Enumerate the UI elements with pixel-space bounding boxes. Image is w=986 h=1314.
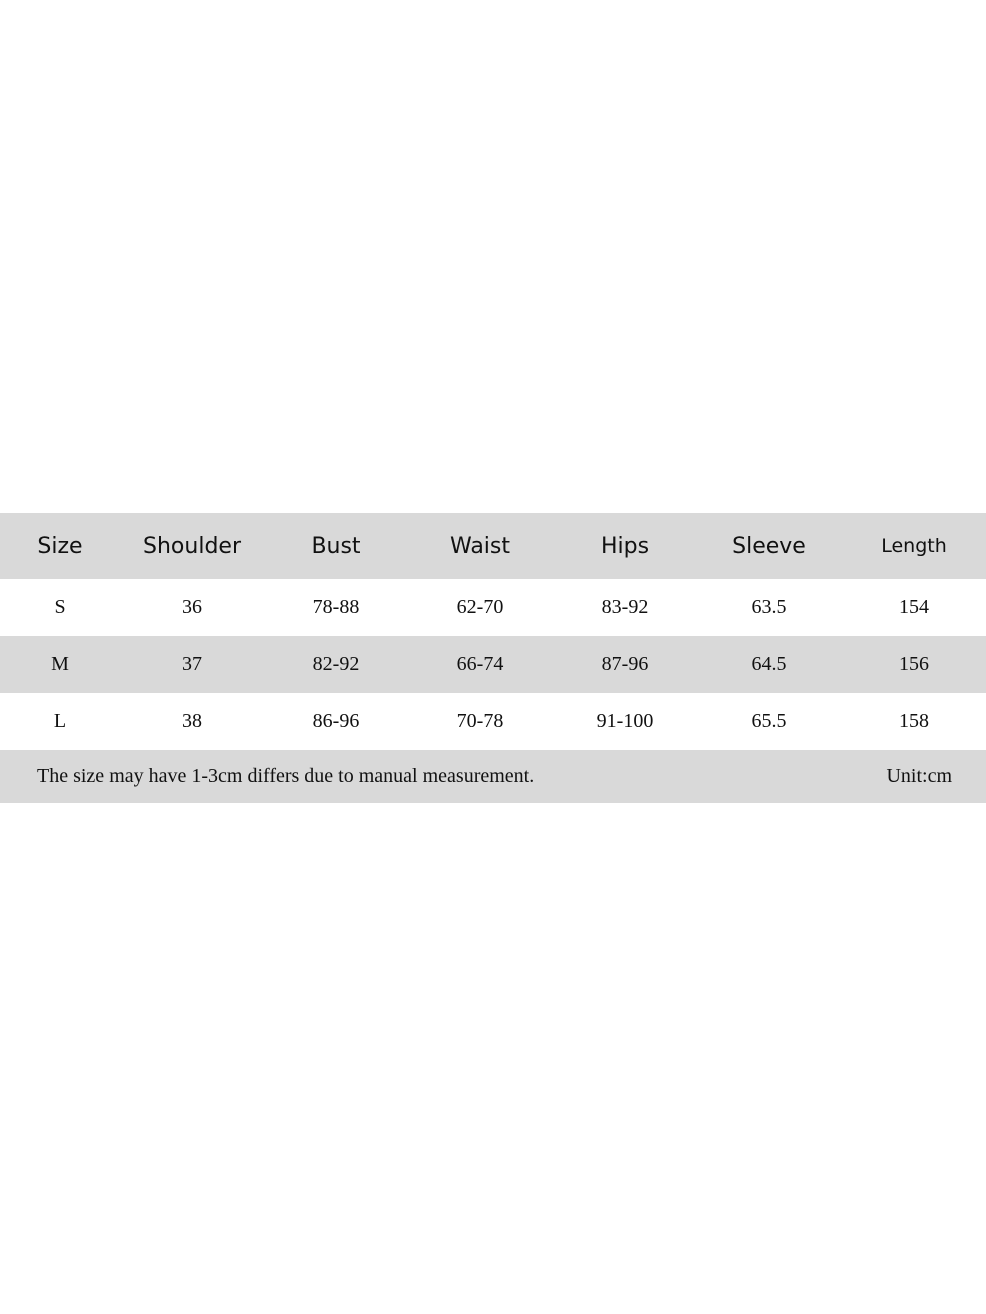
note: The size may have 1-3cm differs due to m… xyxy=(37,765,535,787)
cell: 158 xyxy=(899,710,929,732)
header-row: Size Shoulder Bust Waist Hips Sleeve Length xyxy=(0,513,986,579)
cell: Waist xyxy=(449,533,511,559)
cell: 63.5 xyxy=(751,596,787,618)
cell: 38 xyxy=(182,710,202,732)
footer-row: The size may have 1-3cm differs due to m… xyxy=(0,750,986,803)
cell: 78-88 xyxy=(312,596,360,618)
cell: Size xyxy=(37,533,83,559)
cell: 65.5 xyxy=(751,710,787,732)
cell: 154 xyxy=(899,596,929,618)
cell: 62-70 xyxy=(456,596,504,618)
cell: 91-100 xyxy=(596,710,654,732)
cell: L xyxy=(53,710,67,732)
cell: 64.5 xyxy=(751,653,787,675)
cell: Length xyxy=(881,535,947,557)
cell: 37 xyxy=(182,653,202,675)
cell: Hips xyxy=(600,533,650,559)
cell: 36 xyxy=(182,596,202,618)
cell: M xyxy=(51,653,69,675)
cell: 82-92 xyxy=(312,653,360,675)
cell: Bust xyxy=(311,533,361,559)
cell: Shoulder xyxy=(143,533,241,559)
unit: Unit:cm xyxy=(886,765,952,787)
cell: S xyxy=(54,596,66,618)
cell: Sleeve xyxy=(732,533,806,559)
body-row: M 37 82-92 66-74 87-96 64.5 156 xyxy=(0,636,986,693)
cell: 83-92 xyxy=(601,596,649,618)
cell: 70-78 xyxy=(456,710,504,732)
cell: 87-96 xyxy=(601,653,649,675)
cell: 156 xyxy=(899,653,929,675)
body-row: S 36 78-88 62-70 83-92 63.5 154 xyxy=(0,579,986,636)
size-table: Size Shoulder Bust Waist Hips Sleeve Length S 36… xyxy=(0,513,986,803)
cell: 86-96 xyxy=(312,710,360,732)
body-row: L 38 86-96 70-78 91-100 65.5 158 xyxy=(0,693,986,750)
cell: 66-74 xyxy=(456,653,504,675)
